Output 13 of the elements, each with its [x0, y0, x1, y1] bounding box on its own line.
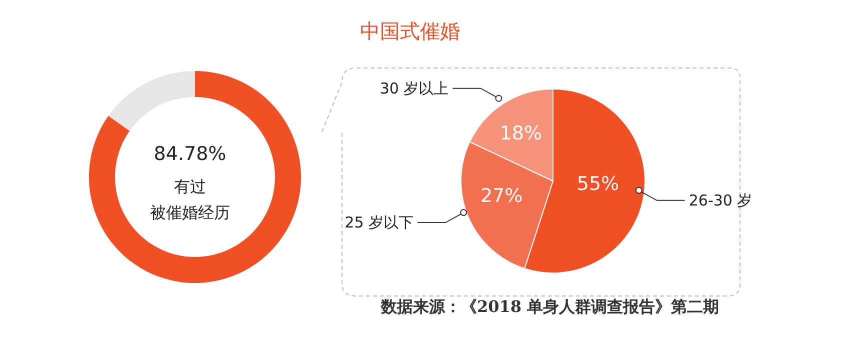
text: 84.78% — [154, 143, 226, 165]
data-label: 27% — [480, 185, 523, 208]
donut-slice — [108, 71, 195, 131]
source-note: 数据来源：《2018 单身人群调查报告》第二期 — [380, 297, 720, 316]
slice-label: 26-30 岁 — [688, 191, 752, 210]
chart-title: 中国式催婚 — [360, 19, 460, 43]
data-label: 55% — [576, 172, 620, 195]
donut-slice — [89, 71, 301, 283]
slice-label: 25 岁以下 — [344, 214, 414, 232]
slice-label: 30 岁以上 — [380, 79, 449, 98]
text: 有过 — [174, 177, 206, 196]
data-label: 18% — [500, 122, 542, 144]
text: 被催婚经历 — [150, 203, 230, 222]
